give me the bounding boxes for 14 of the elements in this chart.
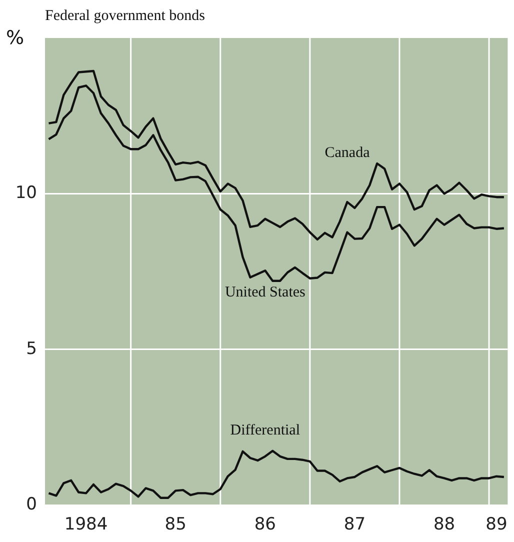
x-tick-label: 89: [486, 514, 508, 535]
chart-title: Federal government bonds: [45, 8, 206, 24]
x-tick-label: 86: [254, 514, 276, 535]
y-tick-label: 5: [26, 338, 37, 359]
x-tick-label: 87: [344, 514, 366, 535]
y-tick-label: 0: [26, 494, 37, 514]
x-tick-label: 88: [433, 514, 456, 535]
series-label: Differential: [230, 422, 300, 438]
y-tick-label: 10: [15, 183, 37, 204]
x-tick-label: 1984: [64, 514, 108, 535]
series-label: Canada: [324, 145, 370, 162]
series-label: United States: [224, 284, 306, 301]
y-axis-title: %: [6, 27, 24, 49]
x-tick-label: 85: [164, 514, 186, 535]
